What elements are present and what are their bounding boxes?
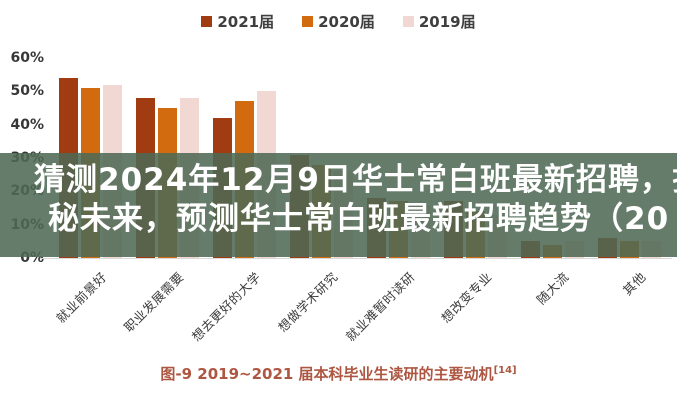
legend-label: 2021届 <box>217 13 275 31</box>
x-category-label: 想改变专业 <box>437 269 495 326</box>
legend-item: 2021届 <box>201 11 274 32</box>
x-category-label: 就业前景好 <box>52 269 110 326</box>
legend-label: 2020届 <box>318 13 375 31</box>
y-tick-label: 50% <box>10 83 44 100</box>
x-category-label: 其他 <box>619 269 649 299</box>
title-overlay-band <box>0 153 677 257</box>
x-axis-baseline <box>40 258 672 259</box>
legend-swatch-icon <box>402 16 414 27</box>
x-category-label: 随大流 <box>533 269 572 308</box>
y-tick-label: 40% <box>10 116 44 133</box>
legend-item: 2020届 <box>302 11 375 32</box>
figure-caption-text: 图-9 2019~2021 届本科毕业生读研的主要动机 <box>160 365 494 383</box>
legend-item: 2019届 <box>402 11 476 32</box>
legend-label: 2019届 <box>418 13 476 31</box>
legend-swatch-icon <box>201 16 213 27</box>
overlay-title-line-2: 秘未来，预测华士常白班最新招聘趋势（20 <box>48 201 670 237</box>
overlay-title-line-1: 猜测2024年12月9日华士常白班最新招聘，揭 <box>34 162 677 198</box>
legend-swatch-icon <box>302 16 314 27</box>
figure-caption-citation: [14] <box>493 365 517 376</box>
figure-caption: 图-9 2019~2021 届本科毕业生读研的主要动机[14] <box>0 363 677 384</box>
chart-legend: 2021届 2020届 2019届 <box>0 11 677 32</box>
y-tick-label: 60% <box>10 50 44 66</box>
